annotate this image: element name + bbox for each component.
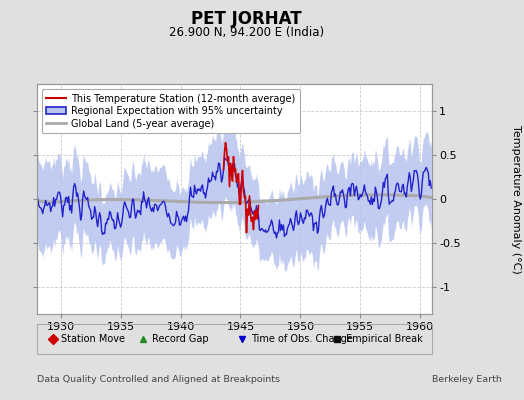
Text: PET JORHAT: PET JORHAT	[191, 10, 302, 28]
Text: Time of Obs. Change: Time of Obs. Change	[251, 334, 353, 344]
Y-axis label: Temperature Anomaly (°C): Temperature Anomaly (°C)	[511, 125, 521, 273]
Text: 26.900 N, 94.200 E (India): 26.900 N, 94.200 E (India)	[169, 26, 324, 39]
Text: Data Quality Controlled and Aligned at Breakpoints: Data Quality Controlled and Aligned at B…	[37, 375, 280, 384]
Legend: This Temperature Station (12-month average), Regional Expectation with 95% uncer: This Temperature Station (12-month avera…	[41, 89, 300, 134]
Text: Empirical Break: Empirical Break	[346, 334, 423, 344]
Text: Berkeley Earth: Berkeley Earth	[432, 375, 502, 384]
Text: Record Gap: Record Gap	[152, 334, 209, 344]
Text: Station Move: Station Move	[61, 334, 125, 344]
